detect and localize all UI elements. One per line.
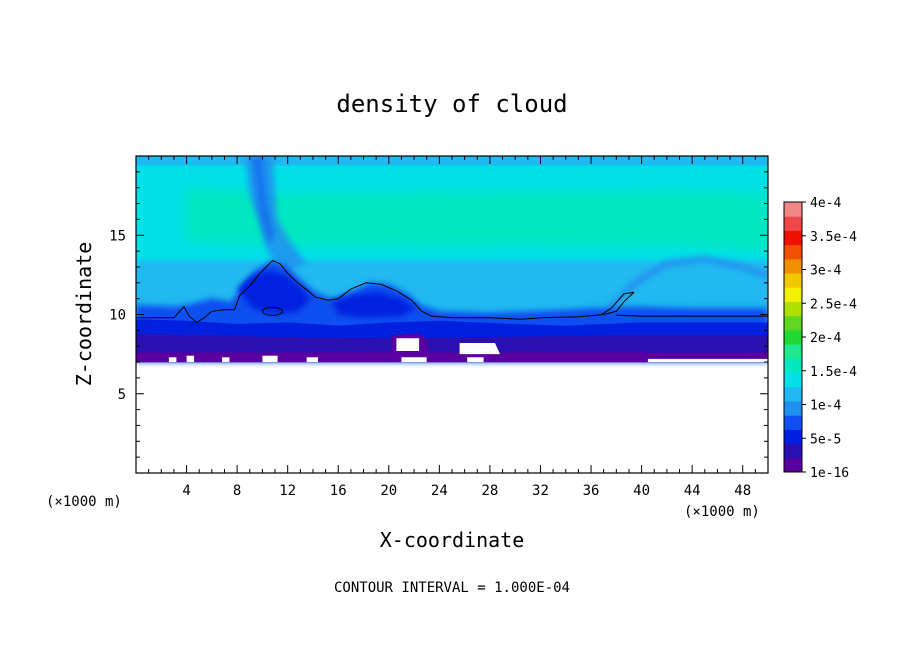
x-tick-label: 16: [330, 483, 347, 499]
cloud-core-band: [186, 187, 768, 252]
cloud-base-gap: [222, 357, 230, 363]
vertical-plume-core: [252, 156, 275, 245]
colorbar-swatch: [784, 415, 802, 430]
base-hollow: [396, 338, 420, 351]
colorbar-swatch: [784, 400, 802, 416]
x-tick-label: 40: [633, 483, 650, 499]
cloud-base-gap: [647, 358, 768, 363]
cloud-base-gap: [467, 357, 484, 363]
colorbar-label: 1e-16: [810, 466, 849, 481]
colorbar-swatch: [784, 258, 802, 274]
y-tick-label: 5: [118, 387, 126, 403]
bulge-core-right: [331, 292, 417, 318]
colorbar: 4e-4 3.5e-4 3e-4 2.5e-4 2e-4 1.5e-4 1e-4 5e-5 1e…: [783, 196, 857, 481]
colorbar-swatch: [784, 358, 802, 374]
contour-loop: [262, 306, 284, 316]
y-axis-ticks: 5 10 15: [109, 171, 768, 458]
colorbar-swatch: [784, 344, 802, 359]
colorbar-swatch: [784, 216, 802, 231]
y-tick-label: 10: [109, 308, 126, 324]
colorbar-swatch: [784, 244, 802, 260]
cloud-base-gap: [168, 357, 177, 363]
colorbar-label: 1.5e-4: [810, 365, 857, 380]
x-tick-label: 28: [481, 483, 498, 499]
bulge-core-left: [237, 270, 311, 315]
cloud-density-field: [136, 156, 768, 363]
x-tick-label: 24: [431, 483, 448, 499]
colorbar-label: 3.5e-4: [810, 230, 857, 245]
contour-line: [616, 314, 768, 317]
x-tick-label: 20: [380, 483, 397, 499]
x-axis-label: X-coordinate: [380, 528, 525, 552]
y-unit-label: (×1000 m): [46, 494, 122, 510]
colorbar-label: 5e-5: [810, 432, 841, 447]
x-tick-label: 8: [233, 483, 241, 499]
y-tick-label: 15: [109, 228, 126, 244]
x-tick-label: 4: [182, 483, 190, 499]
colorbar-label: 2.5e-4: [810, 297, 857, 312]
y-axis-label: Z-coordinate: [72, 242, 96, 387]
arc-plume: [607, 255, 768, 311]
colorbar-label: 4e-4: [810, 196, 841, 211]
cloud-base-gap: [401, 357, 427, 363]
colorbar-swatch: [784, 443, 802, 459]
colorbar-swatch: [784, 329, 802, 345]
colorbar-swatch: [784, 386, 802, 402]
colorbar-swatch: [784, 429, 802, 445]
cloud-base-gap: [186, 355, 195, 363]
base-hollow: [459, 343, 500, 355]
chart-title: density of cloud: [336, 90, 567, 118]
cloud-base-band: [136, 352, 768, 363]
colorbar-swatch: [784, 372, 802, 388]
colorbar-swatch: [784, 202, 802, 217]
x-tick-label: 36: [583, 483, 600, 499]
x-tick-label: 32: [532, 483, 549, 499]
colorbar-swatch: [784, 287, 802, 302]
contour-interval-note: CONTOUR INTERVAL = 1.000E-04: [334, 580, 570, 596]
colorbar-label: 3e-4: [810, 264, 841, 279]
x-tick-label: 44: [684, 483, 701, 499]
cloud-base-gap: [306, 357, 318, 363]
x-tick-label: 48: [734, 483, 751, 499]
contour-line: [136, 260, 635, 324]
contour-line: [600, 291, 635, 315]
cloud-base-gap: [262, 355, 278, 363]
colorbar-label: 1e-4: [810, 399, 841, 414]
colorbar-swatch: [784, 315, 802, 331]
colorbar-swatch: [784, 457, 802, 473]
x-axis-ticks: 4 8 12 16 20 24 28 32 36 40 44 48: [148, 156, 756, 499]
arc-plume-inner: [621, 271, 768, 313]
x-tick-label: 12: [279, 483, 296, 499]
contour-lines: [136, 260, 768, 324]
colorbar-swatch: [784, 301, 802, 317]
x-unit-label: (×1000 m): [684, 504, 760, 520]
colorbar-label: 2e-4: [810, 331, 841, 346]
colorbar-swatch: [784, 230, 802, 246]
colorbar-swatch: [784, 273, 802, 288]
